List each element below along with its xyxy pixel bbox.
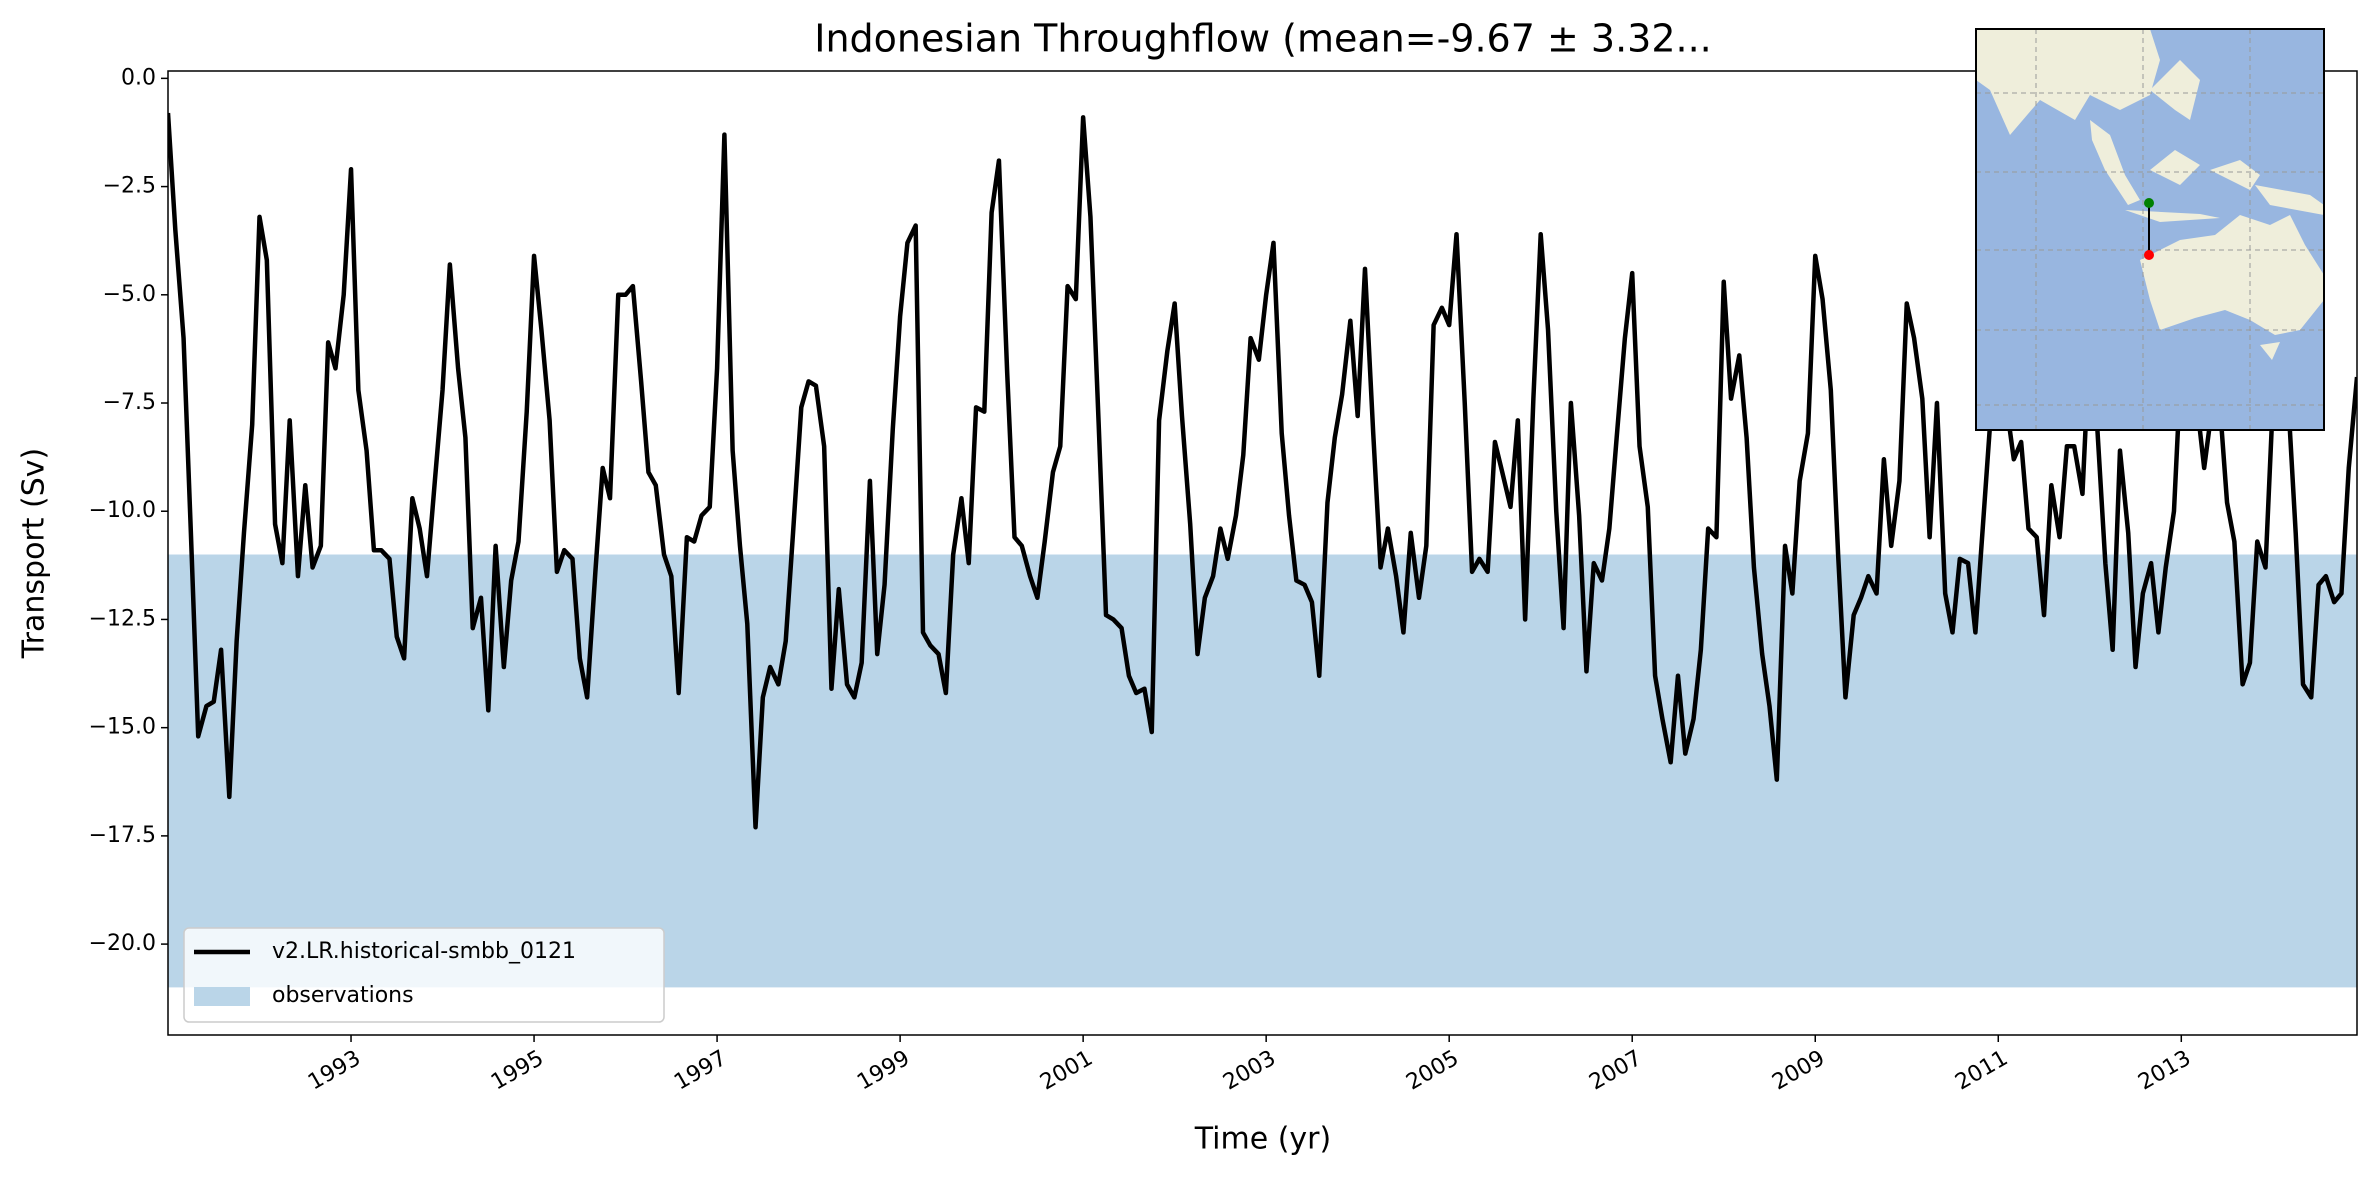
x-tick-label: 1997 <box>670 1046 731 1096</box>
y-tick-label: −15.0 <box>89 715 156 740</box>
x-tick-label: 2001 <box>1036 1046 1097 1096</box>
x-axis-label: Time (yr) <box>1194 1122 1331 1157</box>
x-tick-label: 1999 <box>853 1046 914 1096</box>
y-tick-label: −17.5 <box>89 823 156 848</box>
inset-map <box>1975 28 2325 431</box>
plot-area <box>168 112 2357 988</box>
land <box>2260 342 2280 360</box>
chart-title: Indonesian Throughflow (mean=-9.67 ± 3.3… <box>814 17 1712 61</box>
x-tick-label: 2009 <box>1768 1046 1829 1096</box>
x-tick-label: 2013 <box>2134 1046 2195 1096</box>
transect-end <box>2144 250 2154 260</box>
x-tick-label: 2011 <box>1951 1046 2012 1096</box>
x-tick-label: 1995 <box>487 1046 548 1096</box>
legend-box <box>183 927 665 1023</box>
y-tick-label: −20.0 <box>89 931 156 956</box>
y-tick-label: −2.5 <box>103 174 156 199</box>
transect-start <box>2144 198 2154 208</box>
y-axis-label: Transport (Sv) <box>17 448 52 660</box>
legend: v2.LR.historical-smbb_0121 observations <box>183 927 665 1023</box>
y-tick-label: −7.5 <box>103 390 156 415</box>
x-tick-label: 2003 <box>1219 1046 1280 1096</box>
land <box>2255 185 2324 215</box>
map-grid <box>1976 29 2324 430</box>
legend-label: observations <box>272 983 414 1008</box>
land <box>2090 120 2140 205</box>
land <box>2140 215 2324 335</box>
y-tick-label: 0.0 <box>121 65 156 90</box>
legend-label: v2.LR.historical-smbb_0121 <box>272 939 576 964</box>
y-tick-label: −10.0 <box>89 498 156 523</box>
y-tick-label: −12.5 <box>89 606 156 631</box>
land <box>2150 150 2200 185</box>
x-tick-label: 1993 <box>304 1046 365 1096</box>
land <box>1976 29 2160 135</box>
observation-band <box>168 554 2357 988</box>
x-tick-label: 2007 <box>1585 1046 1646 1096</box>
axes-frame <box>167 70 2358 1036</box>
land <box>2150 60 2200 120</box>
inset-frame <box>1975 28 2325 431</box>
legend-patch <box>194 987 250 1006</box>
x-tick-label: 2005 <box>1402 1046 1463 1096</box>
y-tick-label: −5.0 <box>103 282 156 307</box>
land <box>2210 160 2260 190</box>
